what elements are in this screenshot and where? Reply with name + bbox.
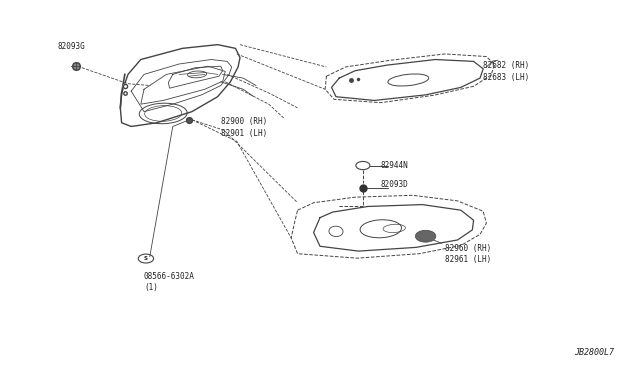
Text: 82900 (RH)
82901 (LH): 82900 (RH) 82901 (LH) [221,117,267,138]
Text: S: S [144,256,148,261]
Text: 08566-6302A
(1): 08566-6302A (1) [144,272,195,292]
Circle shape [415,230,436,242]
Text: 82093G: 82093G [58,42,85,51]
Text: 82960 (RH)
82961 (LH): 82960 (RH) 82961 (LH) [445,244,491,264]
Text: 82682 (RH)
82683 (LH): 82682 (RH) 82683 (LH) [483,61,529,82]
Text: 82093D: 82093D [381,180,408,189]
Text: 82944N: 82944N [381,161,408,170]
Text: JB2800L7: JB2800L7 [575,348,614,357]
